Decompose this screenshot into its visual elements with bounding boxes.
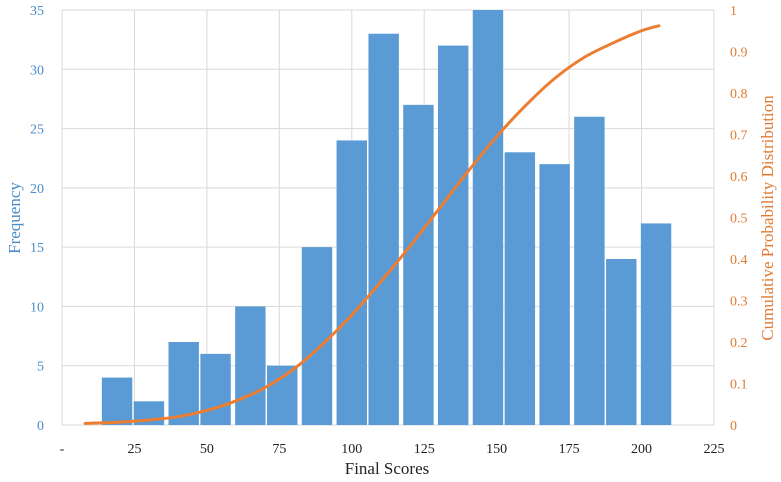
frequency-bar (437, 45, 469, 425)
y-tick-label-right: 0.5 (730, 212, 748, 227)
y-tick-label-right: 0.2 (730, 336, 748, 351)
y-tick-label-left: 30 (30, 63, 44, 78)
y-tick-label-right: 0.8 (730, 87, 748, 102)
frequency-bar (267, 365, 298, 425)
y-tick-label-right: 0.6 (730, 170, 748, 185)
frequency-bar (368, 33, 399, 425)
frequency-bar (168, 342, 199, 425)
frequency-bar (235, 306, 266, 425)
x-axis-title: Final Scores (345, 459, 430, 478)
y-tick-label-right: 0.4 (730, 253, 748, 268)
y-axis-title-right: Cumulative Probability Distribution (758, 95, 777, 341)
frequency-bar (403, 104, 434, 425)
frequency-bar (101, 377, 133, 425)
y-tick-label-left: 35 (30, 4, 44, 19)
y-tick-label-left: 0 (37, 419, 44, 434)
y-tick-label-left: 20 (30, 182, 44, 197)
y-tick-label-left: 25 (30, 123, 44, 138)
x-tick-label: 225 (704, 442, 725, 457)
y-tick-label-right: 0.1 (730, 378, 748, 393)
frequency-bar (504, 152, 536, 426)
frequency-bar (200, 353, 231, 425)
frequency-bar (472, 10, 504, 425)
y-tick-label-left: 15 (30, 241, 44, 256)
bar-layer (101, 10, 672, 426)
cumulative-distribution-line (83, 24, 661, 425)
frequency-bar (606, 259, 637, 425)
frequency-bar (539, 164, 570, 425)
frequency-bar (574, 116, 605, 425)
x-tick-label: 25 (127, 442, 141, 457)
x-tick-label: 75 (272, 442, 286, 457)
y-tick-label-right: 0 (730, 419, 737, 434)
x-tick-label: 125 (414, 442, 435, 457)
y-tick-label-right: 0.9 (730, 46, 748, 61)
x-tick-label: 100 (341, 442, 362, 457)
frequency-bar (301, 247, 333, 425)
x-tick-label: 50 (200, 442, 214, 457)
frequency-bar (640, 223, 672, 425)
x-tick-label: 175 (559, 442, 580, 457)
y-tick-label-left: 10 (30, 300, 44, 315)
y-axis-title-left: Frequency (5, 182, 24, 254)
y-tick-label-right: 1 (730, 4, 737, 19)
y-tick-label-left: 5 (37, 360, 44, 375)
tick-layer: 0 5 10 15 20 25 30 35 0 0.1 0.2 0.3 0.4 0.5 0.6 0.7 0.8 0… (30, 4, 748, 457)
line-layer (83, 24, 661, 425)
y-tick-label-right: 0.3 (730, 295, 748, 310)
x-tick-label: - (60, 442, 65, 457)
y-tick-label-right: 0.7 (730, 129, 748, 144)
frequency-bar (336, 140, 367, 425)
x-tick-label: 200 (631, 442, 652, 457)
x-tick-label: 150 (486, 442, 507, 457)
